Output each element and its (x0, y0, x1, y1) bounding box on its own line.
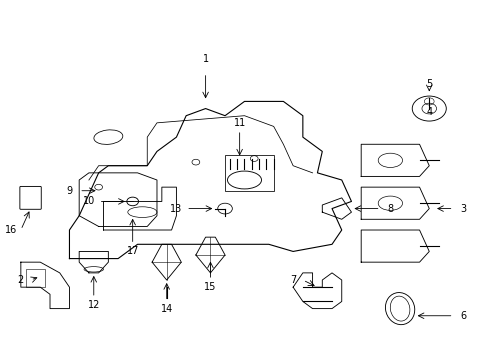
Text: 8: 8 (386, 203, 393, 213)
Bar (26, 269, 45, 287)
Text: 12: 12 (87, 300, 100, 310)
Text: 6: 6 (459, 311, 466, 321)
Text: 11: 11 (233, 118, 245, 128)
Text: 5: 5 (425, 78, 431, 89)
Bar (224, 155, 273, 191)
Text: 4: 4 (426, 107, 431, 117)
Text: 10: 10 (82, 197, 95, 206)
Text: 15: 15 (204, 282, 216, 292)
Text: 13: 13 (170, 203, 182, 213)
Text: 2: 2 (18, 275, 24, 285)
Text: 3: 3 (459, 203, 466, 213)
Text: 1: 1 (202, 54, 208, 64)
Text: 17: 17 (126, 247, 139, 256)
Text: 7: 7 (289, 275, 296, 285)
Text: 9: 9 (66, 186, 72, 196)
Text: 14: 14 (160, 303, 172, 314)
Text: 16: 16 (5, 225, 17, 235)
